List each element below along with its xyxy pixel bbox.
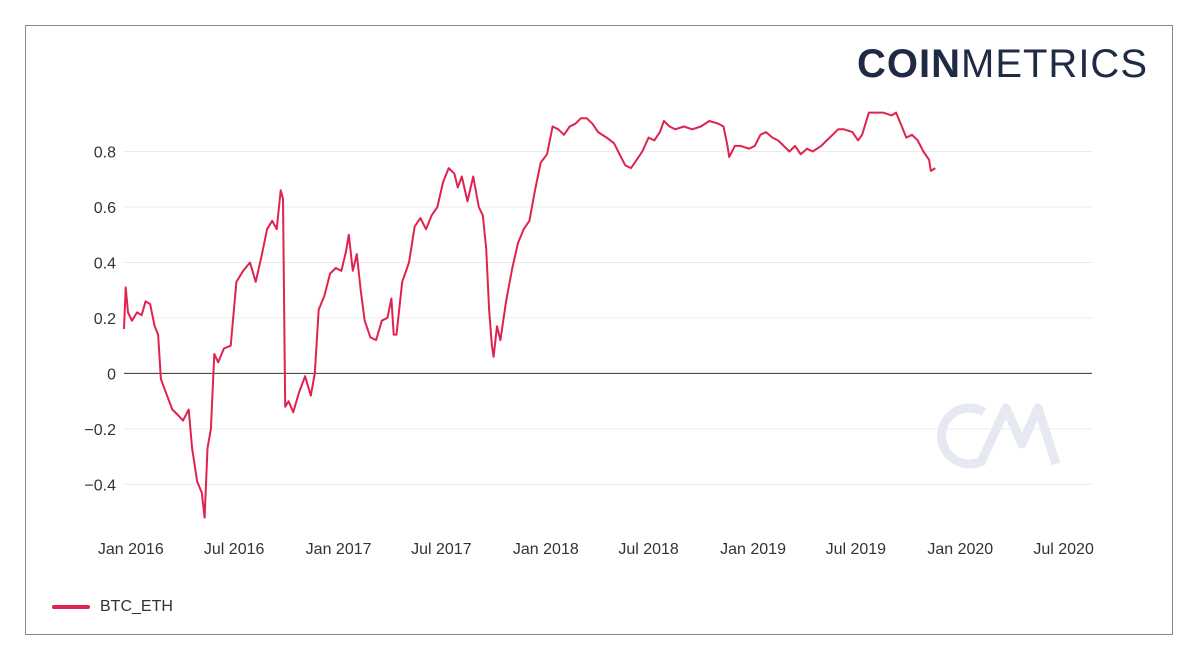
series-line-btc-eth[interactable] <box>123 111 936 519</box>
logo-text-bold: COIN <box>857 42 961 86</box>
y-tick-label: −0.4 <box>84 477 116 494</box>
x-tick-label: Jan 2016 <box>98 541 164 558</box>
y-tick-label: 0.8 <box>94 144 116 161</box>
y-tick-label: 0 <box>107 366 116 383</box>
legend[interactable]: BTC_ETH <box>52 598 173 616</box>
x-tick-label: Jan 2017 <box>306 541 372 558</box>
y-tick-label: 0.4 <box>94 255 116 272</box>
x-axis-ticks: Jan 2016 Jul 2016 Jan 2017 Jul 2017 Jan 2018… <box>98 541 1094 558</box>
logo-text-light: METRICS <box>961 42 1148 86</box>
legend-label: BTC_ETH <box>100 598 173 615</box>
chart-frame: COINMETRICS −0.4 −0.2 0 0.2 0.4 0.6 0.8 Jan 20… <box>25 25 1173 635</box>
y-tick-label: 0.2 <box>94 311 116 328</box>
line-chart: −0.4−0.200.20.40.60.8 Jan 2016 Jul 2016 Ja… <box>84 111 1094 558</box>
x-tick-label: Jan 2020 <box>927 541 993 558</box>
x-tick-label: Jul 2017 <box>411 541 472 558</box>
x-tick-label: Jul 2019 <box>826 541 887 558</box>
x-tick-label: Jan 2018 <box>513 541 579 558</box>
grid-lines <box>124 150 1092 485</box>
y-tick-label: −0.2 <box>84 422 116 439</box>
x-tick-label: Jul 2020 <box>1033 541 1094 558</box>
y-axis-ticks: −0.4 −0.2 0 0.2 0.4 0.6 0.8 <box>84 144 116 494</box>
x-tick-label: Jan 2019 <box>720 541 786 558</box>
cm-watermark-icon <box>937 403 1061 469</box>
y-tick-label: 0.6 <box>94 200 116 217</box>
x-tick-label: Jul 2016 <box>204 541 265 558</box>
x-tick-label: Jul 2018 <box>618 541 679 558</box>
series-layer <box>123 111 936 519</box>
coinmetrics-logo: COINMETRICS <box>857 44 1148 84</box>
watermark-c <box>937 403 987 469</box>
legend-swatch <box>52 605 90 609</box>
watermark-m <box>975 403 1061 466</box>
